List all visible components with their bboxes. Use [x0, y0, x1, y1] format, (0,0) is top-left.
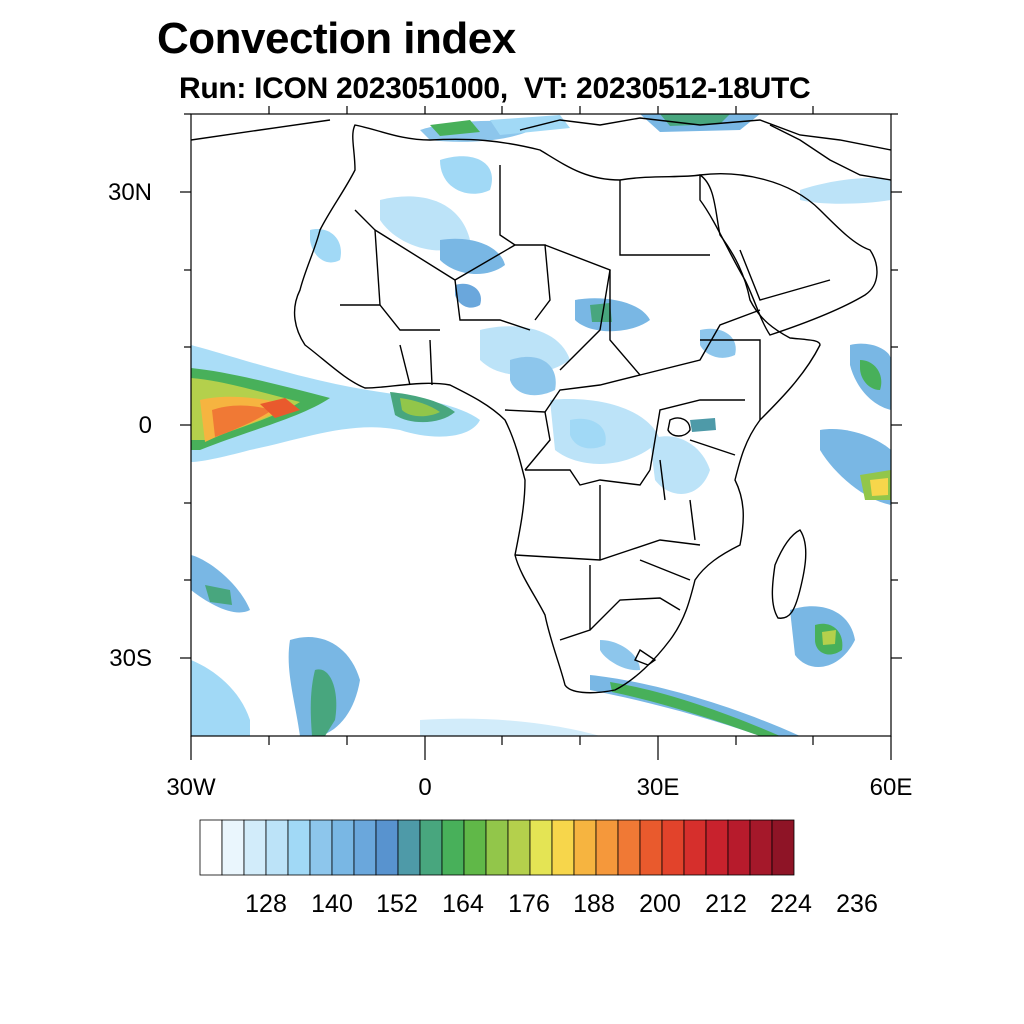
colorbar-swatch [507, 819, 531, 876]
lon-label-0: 0 [418, 774, 432, 801]
colorbar-swatch [727, 819, 751, 876]
map-title: Convection index [157, 14, 516, 63]
colorbar-swatch [397, 819, 421, 876]
colorbar-tick-label: 224 [770, 890, 812, 918]
country-borders [191, 117, 891, 694]
colorbar-swatch [221, 819, 245, 876]
colorbar-swatch [331, 819, 355, 876]
colorbar-swatch [287, 819, 311, 876]
map-subtitle: Run: ICON 2023051000, VT: 20230512-18UTC [179, 72, 811, 105]
map-frame [180, 106, 902, 760]
colorbar-swatch [309, 819, 333, 876]
colorbar-tick-label: 128 [245, 890, 287, 918]
colorbar-swatch [243, 819, 267, 876]
colorbar-swatch [595, 819, 619, 876]
colorbar-tick-label: 212 [705, 890, 747, 918]
colorbar-tick-label: 152 [376, 890, 418, 918]
colorbar-swatch [617, 819, 641, 876]
colorbar-swatch [265, 819, 289, 876]
colorbar-swatch [551, 819, 575, 876]
colorbar-tick-label: 200 [639, 890, 681, 918]
colorbar-swatch [749, 819, 773, 876]
lat-label-30n: 30N [107, 179, 152, 206]
lon-label-30w: 30W [166, 774, 216, 801]
lon-label-30e: 30E [636, 774, 680, 801]
colorbar-swatch [529, 819, 553, 876]
colorbar-swatch [375, 819, 399, 876]
colorbar-swatch [573, 819, 597, 876]
colorbar-swatch [771, 819, 795, 876]
colorbar-swatch [485, 819, 509, 876]
colorbar-tick-label: 188 [573, 890, 615, 918]
colorbar-swatch [661, 819, 685, 876]
colorbar-swatch [441, 819, 465, 876]
colorbar-tick-label: 164 [442, 890, 484, 918]
lon-label-60e: 60E [869, 774, 913, 801]
colorbar-swatch [639, 819, 663, 876]
convection-field [191, 114, 891, 736]
colorbar-swatch [683, 819, 707, 876]
colorbar-swatch [463, 819, 487, 876]
colorbar-tick-label: 236 [836, 890, 878, 918]
colorbar [199, 819, 795, 876]
colorbar-swatch [199, 819, 223, 876]
colorbar-swatch [353, 819, 377, 876]
colorbar-tick-label: 140 [311, 890, 353, 918]
colorbar-tick-label: 176 [508, 890, 550, 918]
lat-label-30s: 30S [109, 645, 152, 672]
lat-label-0: 0 [138, 412, 152, 439]
colorbar-swatch [419, 819, 443, 876]
colorbar-swatch [705, 819, 729, 876]
